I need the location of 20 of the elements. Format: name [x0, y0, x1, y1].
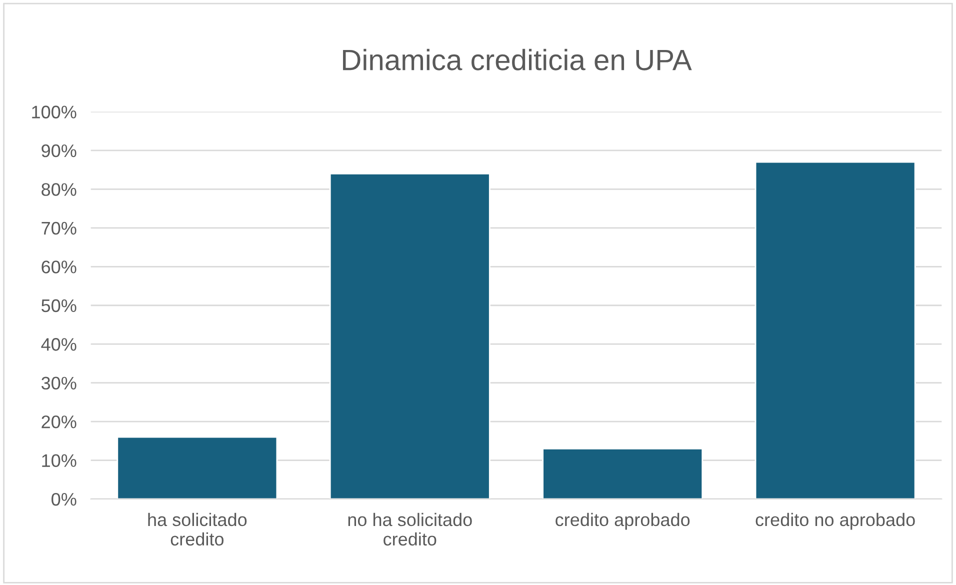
- x-tick-label: no ha solicitado credito: [348, 512, 472, 546]
- bar: [754, 161, 916, 500]
- chart-title: Dinamica crediticia en UPA: [343, 48, 692, 70]
- y-tick-label: 0%: [52, 492, 76, 506]
- x-tick-label: ha solicitado credito: [148, 512, 247, 546]
- bar: [329, 173, 490, 500]
- y-tick-label: 50%: [42, 299, 76, 312]
- y-tick-label: 30%: [41, 376, 76, 390]
- y-tick-label: 10%: [42, 454, 76, 467]
- y-tick-label: 100%: [32, 106, 76, 118]
- bar: [116, 436, 278, 500]
- y-tick-label: 60%: [42, 260, 76, 274]
- y-tick-label: 40%: [41, 338, 76, 351]
- y-tick-label: 20%: [42, 415, 76, 428]
- bar: [542, 448, 704, 500]
- x-tick-label: credito aprobado: [556, 512, 690, 530]
- y-tick-label: 70%: [42, 222, 76, 235]
- x-tick-label: credito no aprobado: [756, 512, 915, 530]
- y-tick-label: 90%: [42, 144, 76, 158]
- y-tick-label: 80%: [42, 183, 76, 196]
